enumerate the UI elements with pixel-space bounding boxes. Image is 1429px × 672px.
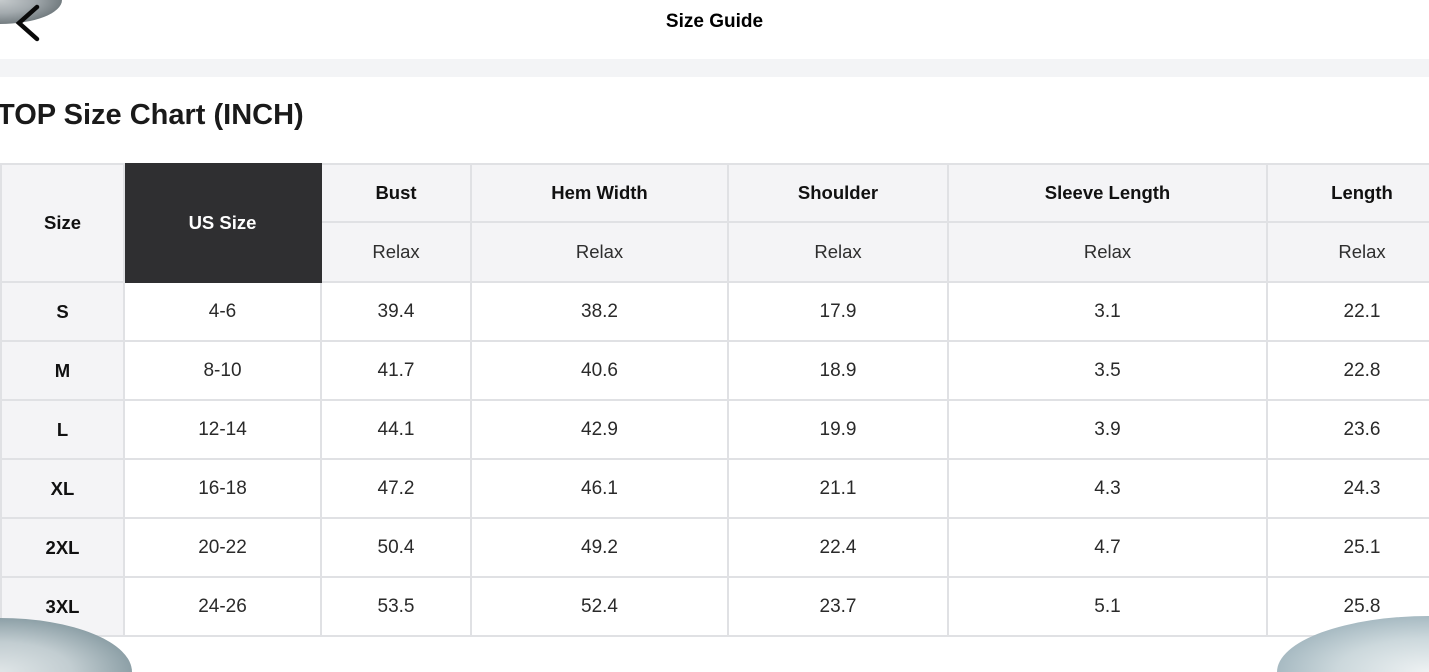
sleeve-length-value: 4.7	[947, 517, 1268, 578]
size-label: XL	[0, 458, 125, 519]
hem-width-value: 38.2	[470, 281, 729, 342]
hem-width-value: 46.1	[470, 458, 729, 519]
shoulder-value: 21.1	[727, 458, 949, 519]
col-header-length: Length	[1266, 163, 1429, 223]
us-size-value: 24-26	[123, 576, 322, 637]
size-chart-title: TOP Size Chart (INCH)	[0, 99, 304, 131]
bust-value: 53.5	[320, 576, 472, 637]
length-value: 25.1	[1266, 517, 1429, 578]
fit-label-bust: Relax	[320, 221, 472, 283]
us-size-value: 12-14	[123, 399, 322, 460]
hem-width-value: 49.2	[470, 517, 729, 578]
col-header-bust: Bust	[320, 163, 472, 223]
shoulder-value: 18.9	[727, 340, 949, 401]
bust-value: 39.4	[320, 281, 472, 342]
section-divider	[0, 59, 1429, 77]
sleeve-length-value: 4.3	[947, 458, 1268, 519]
col-header-sleeve-length: Sleeve Length	[947, 163, 1268, 223]
size-chart-table-container[interactable]: Size US Size Bust Hem Width Shoulder Sle…	[0, 163, 1429, 637]
table-row-2xl: 2XL 20-22 50.4 49.2 22.4 4.7 25.1	[0, 517, 1429, 578]
bust-value: 47.2	[320, 458, 472, 519]
length-value: 22.8	[1266, 340, 1429, 401]
us-size-value: 8-10	[123, 340, 322, 401]
us-size-value: 16-18	[123, 458, 322, 519]
col-header-us-size: US Size	[123, 163, 322, 283]
table-row-s: S 4-6 39.4 38.2 17.9 3.1 22.1	[0, 281, 1429, 342]
shoulder-value: 22.4	[727, 517, 949, 578]
size-label: 2XL	[0, 517, 125, 578]
sleeve-length-value: 3.5	[947, 340, 1268, 401]
fit-label-length: Relax	[1266, 221, 1429, 283]
hem-width-value: 40.6	[470, 340, 729, 401]
length-value: 24.3	[1266, 458, 1429, 519]
length-value: 25.8	[1266, 576, 1429, 637]
hem-width-value: 52.4	[470, 576, 729, 637]
size-label: M	[0, 340, 125, 401]
size-label: S	[0, 281, 125, 342]
nav-bar: Size Guide	[0, 0, 1429, 59]
bust-value: 50.4	[320, 517, 472, 578]
column-header-row: Size US Size Bust Hem Width Shoulder Sle…	[0, 163, 1429, 283]
table-row-3xl: 3XL 24-26 53.5 52.4 23.7 5.1 25.8	[0, 576, 1429, 637]
length-value: 23.6	[1266, 399, 1429, 460]
size-label: L	[0, 399, 125, 460]
shoulder-value: 17.9	[727, 281, 949, 342]
sleeve-length-value: 5.1	[947, 576, 1268, 637]
shoulder-value: 19.9	[727, 399, 949, 460]
fit-label-shoulder: Relax	[727, 221, 949, 283]
shoulder-value: 23.7	[727, 576, 949, 637]
sleeve-length-value: 3.9	[947, 399, 1268, 460]
table-row-l: L 12-14 44.1 42.9 19.9 3.9 23.6	[0, 399, 1429, 460]
length-value: 22.1	[1266, 281, 1429, 342]
col-header-shoulder: Shoulder	[727, 163, 949, 223]
bust-value: 44.1	[320, 399, 472, 460]
bust-value: 41.7	[320, 340, 472, 401]
size-label: 3XL	[0, 576, 125, 637]
back-button[interactable]	[6, 2, 50, 46]
table-row-m: M 8-10 41.7 40.6 18.9 3.5 22.8	[0, 340, 1429, 401]
us-size-value: 20-22	[123, 517, 322, 578]
chevron-left-icon	[15, 4, 40, 42]
us-size-value: 4-6	[123, 281, 322, 342]
hem-width-value: 42.9	[470, 399, 729, 460]
size-chart-table: Size US Size Bust Hem Width Shoulder Sle…	[0, 163, 1429, 637]
table-row-xl: XL 16-18 47.2 46.1 21.1 4.3 24.3	[0, 458, 1429, 519]
fit-type-row: Relax Relax Relax Relax Relax	[1, 221, 1429, 283]
fit-label-hem-width: Relax	[470, 221, 729, 283]
col-header-size: Size	[0, 163, 125, 283]
fit-label-sleeve-length: Relax	[947, 221, 1268, 283]
sleeve-length-value: 3.1	[947, 281, 1268, 342]
page-title: Size Guide	[665, 11, 764, 32]
col-header-hem-width: Hem Width	[470, 163, 729, 223]
